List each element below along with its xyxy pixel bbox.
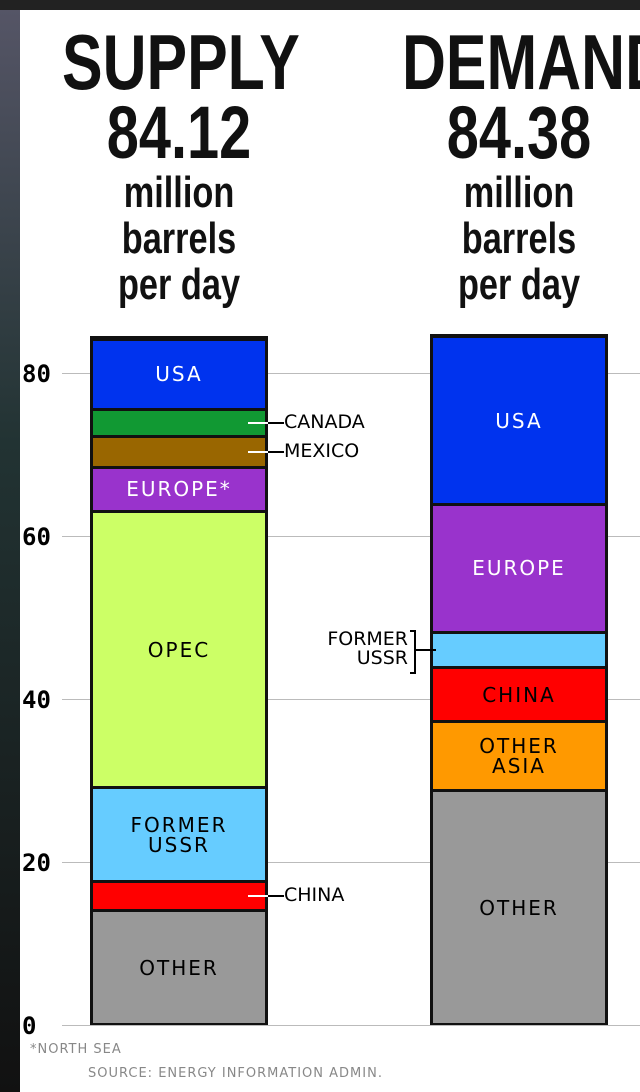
- photo-edge: [0, 10, 20, 1092]
- y-tick-label: 40: [22, 685, 51, 714]
- bar-segment: [93, 410, 265, 435]
- bar-segment: OTHER: [93, 912, 265, 1024]
- leader-line: [248, 450, 284, 453]
- grid-line: [62, 372, 640, 374]
- footnote: *NORTH SEA: [30, 1042, 122, 1057]
- leader-line: [416, 648, 436, 651]
- bar-segment: OTHER ASIA: [433, 723, 605, 789]
- grid-line: [62, 861, 640, 863]
- unit: million barrels per day: [117, 168, 241, 309]
- series-total: 84.38: [446, 91, 592, 174]
- bar-segment: USA: [93, 340, 265, 408]
- leader-line: [248, 895, 284, 898]
- grid-line: [62, 698, 640, 700]
- segment-label: FORMER USSR: [130, 812, 228, 857]
- bar-segment: OTHER: [433, 791, 605, 1024]
- bar-segment: EUROPE: [433, 506, 605, 631]
- series-title: SUPPLY: [62, 18, 300, 106]
- y-tick-label: 20: [22, 848, 51, 877]
- segment-label: CHINA: [284, 884, 345, 907]
- grid-line: [62, 1025, 640, 1026]
- bar-segment: EUROPE*: [93, 468, 265, 510]
- segment-label: EUROPE: [472, 556, 566, 581]
- segment-label: CANADA: [284, 410, 365, 433]
- source: SOURCE: ENERGY INFORMATION ADMIN.: [88, 1066, 383, 1081]
- segment-label: EUROPE*: [126, 477, 232, 502]
- y-tick-label: 60: [22, 522, 51, 551]
- segment-label: OPEC: [147, 637, 211, 662]
- segment-label: CHINA: [482, 682, 556, 707]
- unit: million barrels per day: [457, 168, 581, 309]
- series-title: DEMAND: [402, 18, 640, 106]
- segment-label: OTHER: [479, 895, 559, 920]
- bar-segment: [433, 633, 605, 667]
- bar-segment: CHINA: [433, 669, 605, 721]
- leader-line: [248, 421, 284, 424]
- segment-label: FORMER USSR: [327, 627, 408, 669]
- segment-label: MEXICO: [284, 439, 360, 462]
- series-total: 84.12: [106, 91, 252, 174]
- grid-line: [62, 535, 640, 537]
- top-strip: [0, 0, 640, 10]
- leader-line: [268, 421, 284, 424]
- bar-segment: [93, 883, 265, 910]
- bar-segment: FORMER USSR: [93, 789, 265, 880]
- segment-label: USA: [155, 362, 203, 387]
- bar-segment: USA: [433, 338, 605, 504]
- y-tick-label: 0: [22, 1012, 37, 1040]
- bracket: [410, 629, 416, 674]
- segment-label: OTHER: [139, 955, 219, 980]
- segment-label: USA: [495, 408, 543, 433]
- segment-label: OTHER ASIA: [479, 733, 559, 778]
- bar-segment: [93, 437, 265, 466]
- bar-segment: OPEC: [93, 512, 265, 787]
- leader-line: [268, 895, 284, 898]
- leader-line: [268, 450, 284, 453]
- y-tick-label: 80: [22, 359, 51, 388]
